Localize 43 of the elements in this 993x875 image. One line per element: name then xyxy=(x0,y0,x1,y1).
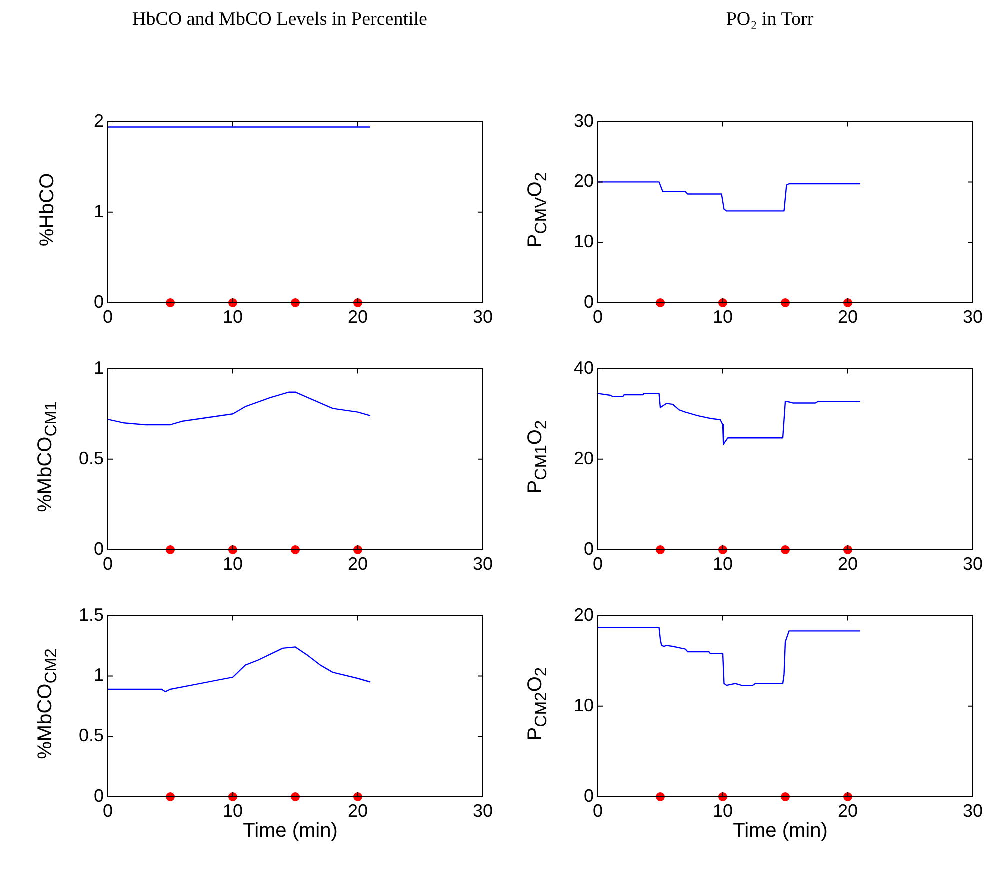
x-tick-label: 20 xyxy=(348,800,368,821)
y-tick-label: 40 xyxy=(574,358,594,378)
y-tick-label: 0 xyxy=(584,538,594,559)
chart-title: PO₂ in Torr xyxy=(725,9,815,31)
y-tick-label: 0.5 xyxy=(78,726,104,746)
x-tick-label: 10 xyxy=(222,554,244,574)
y-tick-label: 30 xyxy=(574,110,594,131)
y-tick-label: 0 xyxy=(94,786,104,806)
y-tick-label: 2 xyxy=(94,110,104,131)
x-tick-label: 20 xyxy=(838,800,858,821)
x-tick-label: 30 xyxy=(962,554,984,574)
x-axis-title: Time (min) xyxy=(732,820,829,843)
x-tick-label: 10 xyxy=(222,800,244,821)
y-tick-label: 1 xyxy=(94,358,104,378)
y-axis-title: %HbCO xyxy=(36,173,60,247)
x-tick-label: 30 xyxy=(962,306,984,327)
x-tick-label: 10 xyxy=(712,554,734,574)
x-tick-label: 30 xyxy=(962,800,984,821)
y-tick-label: 1 xyxy=(94,201,104,222)
x-tick-label: 10 xyxy=(712,800,734,821)
y-tick-label: 10 xyxy=(574,695,594,716)
chart-title: HbCO and MbCO Levels in Percentile xyxy=(132,9,428,31)
y-tick-label: 0 xyxy=(94,292,104,312)
x-tick-label: 20 xyxy=(348,306,368,327)
y-tick-label: 20 xyxy=(574,604,594,625)
x-axis-title: Time (min) xyxy=(242,820,339,843)
y-tick-label: 10 xyxy=(574,232,594,252)
x-tick-label: 30 xyxy=(472,800,494,821)
y-tick-label: 1 xyxy=(94,665,104,686)
y-tick-label: 0 xyxy=(584,786,594,806)
y-tick-label: 0 xyxy=(94,538,104,559)
y-tick-label: 20 xyxy=(574,448,594,468)
y-tick-label: 0 xyxy=(584,292,594,312)
x-tick-label: 30 xyxy=(472,306,494,327)
y-tick-label: 20 xyxy=(574,171,594,192)
x-tick-label: 20 xyxy=(348,554,368,574)
y-tick-label: 1.5 xyxy=(78,604,104,625)
x-tick-label: 10 xyxy=(222,306,244,327)
y-tick-label: 0.5 xyxy=(78,448,104,468)
x-tick-label: 20 xyxy=(838,554,858,574)
x-tick-label: 20 xyxy=(838,306,858,327)
x-tick-label: 30 xyxy=(472,554,494,574)
x-tick-label: 10 xyxy=(712,306,734,327)
